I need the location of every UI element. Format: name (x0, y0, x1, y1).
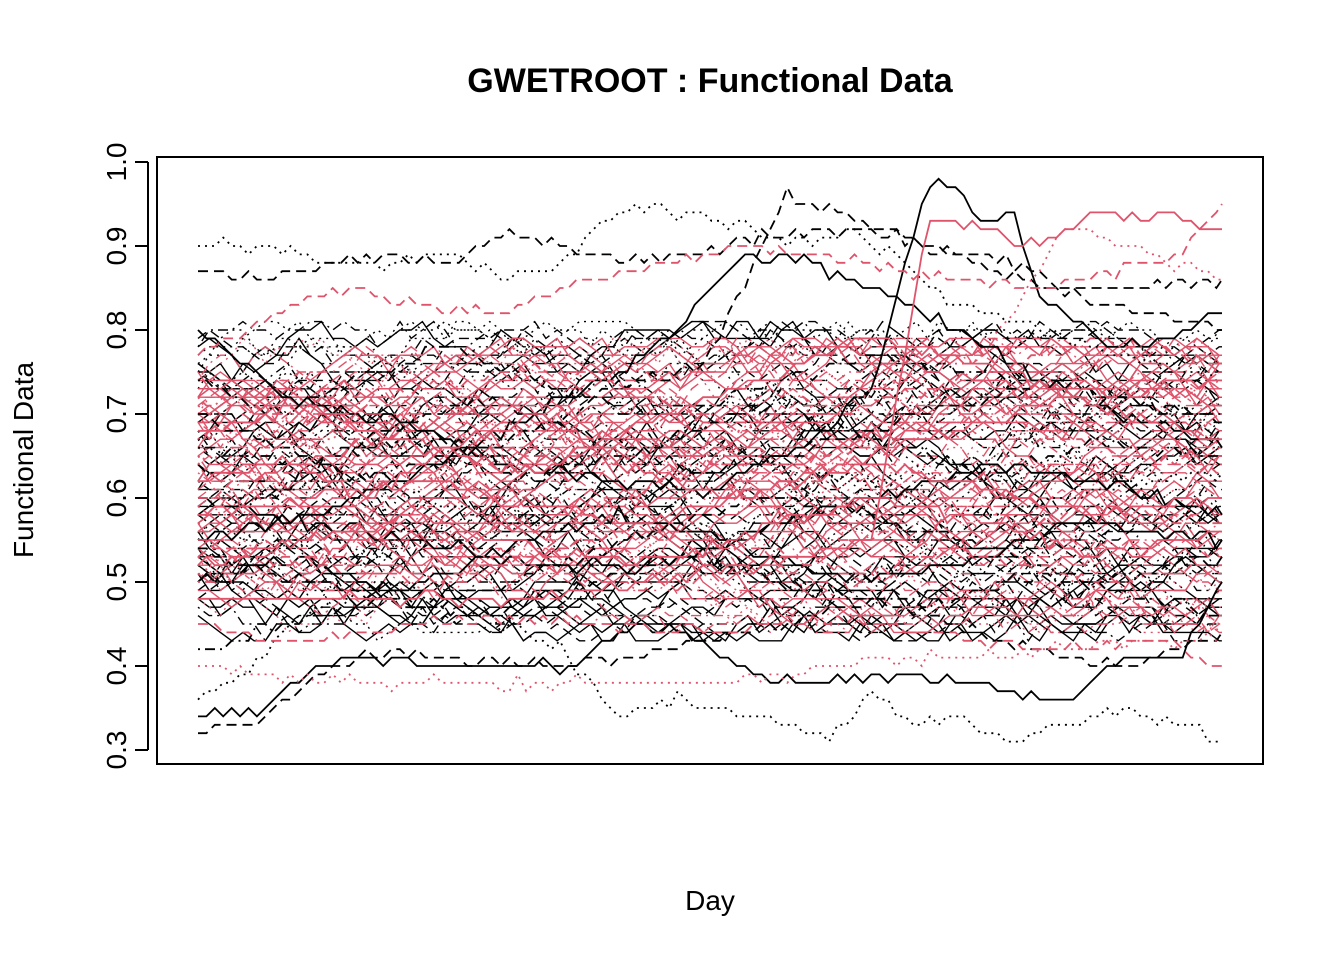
series-line-26 (197, 228, 1222, 466)
bundle-0-line-41 (197, 320, 1222, 490)
bundle-0-line-53 (197, 337, 1222, 449)
series-line-6 (198, 597, 1223, 735)
bundle-1-line-40 (197, 337, 1222, 449)
bundle-1-line-61 (197, 505, 1222, 592)
bundle-1-line-69 (198, 370, 1222, 449)
bundle-1-line-57 (197, 455, 1222, 609)
bundle-1-line-48 (197, 539, 1222, 634)
bundle-1-line-29 (198, 539, 1222, 634)
y-axis-label: Functional Data (8, 362, 39, 559)
series-line-24 (198, 505, 1222, 583)
series-line-12 (198, 455, 1223, 525)
bundle-1-line-34 (197, 396, 1222, 508)
series-line-28 (197, 337, 1222, 433)
bundle-1-line-39 (197, 354, 1222, 441)
y-tick-label-5: 0.8 (101, 311, 132, 350)
bundle-1-line-55 (198, 513, 1222, 634)
bundle-0-line-15 (197, 404, 1222, 491)
bundle-0-line-3 (197, 455, 1222, 550)
bundle-1-line-8 (197, 413, 1222, 541)
y-axis: 0.3 0.4 0.5 0.6 0.7 0.8 0.9 1.0 (101, 143, 149, 770)
bundle-1-line-43 (197, 463, 1222, 634)
series-line-11 (197, 581, 1222, 744)
series-line-9 (197, 379, 1222, 491)
bundle-1-line-17 (198, 463, 1222, 592)
bundle-1-line-7 (197, 547, 1222, 634)
y-tick-label-0: 0.3 (101, 731, 132, 770)
series-line-10 (198, 202, 1222, 382)
bundle-1-line-28 (197, 337, 1222, 448)
bundle-1-line-14 (198, 538, 1222, 634)
series-line-20 (198, 463, 1222, 525)
y-tick-label-6: 0.9 (101, 227, 132, 266)
bundle-1-line-68 (198, 337, 1222, 407)
chart-title: GWETROOT : Functional Data (467, 62, 954, 100)
series-line-16 (198, 211, 1222, 609)
bundle-0-line-39 (197, 505, 1222, 584)
bundle-1-line-19 (197, 370, 1222, 524)
bundle-1-line-11 (197, 387, 1222, 508)
bundle-1-line-53 (197, 497, 1222, 592)
series-line-2 (198, 253, 1223, 542)
series-line-27 (198, 530, 1222, 592)
bundle-1-line-67 (197, 337, 1222, 457)
series-line-21 (197, 203, 1223, 356)
series-line-5 (198, 227, 1223, 290)
series-line-25 (198, 631, 1222, 693)
bundle-1-line-3 (197, 455, 1222, 634)
bundle-1-line-5 (197, 337, 1222, 466)
bundle-0-line-58 (198, 370, 1222, 491)
series-line-4 (197, 504, 1223, 592)
plot-frame (156, 156, 1264, 765)
bundle-1-line-50 (197, 379, 1222, 617)
series-line-18 (197, 497, 1222, 567)
bundle-1-line-45 (197, 480, 1222, 566)
x-axis-label: Day (685, 885, 735, 916)
y-tick-label-1: 0.4 (101, 647, 132, 686)
series-line-7 (198, 184, 1222, 483)
bundle-1-line-30 (197, 337, 1222, 440)
y-tick-label-2: 0.5 (101, 563, 132, 602)
series-line-22 (198, 614, 1222, 667)
series-line-19 (198, 337, 1222, 475)
bundle-1-line-63 (198, 421, 1222, 567)
series-line-3 (198, 463, 1223, 575)
series-line-15 (198, 404, 1222, 483)
y-tick-label-7: 1.0 (101, 143, 132, 182)
y-tick-label-4: 0.7 (101, 395, 132, 434)
series-lines (197, 177, 1223, 744)
series-line-17 (198, 379, 1222, 500)
bundle-0-line-31 (197, 430, 1222, 575)
series-line-23 (198, 396, 1222, 499)
series-line-0 (198, 581, 1223, 718)
y-tick-label-3: 0.6 (101, 479, 132, 518)
